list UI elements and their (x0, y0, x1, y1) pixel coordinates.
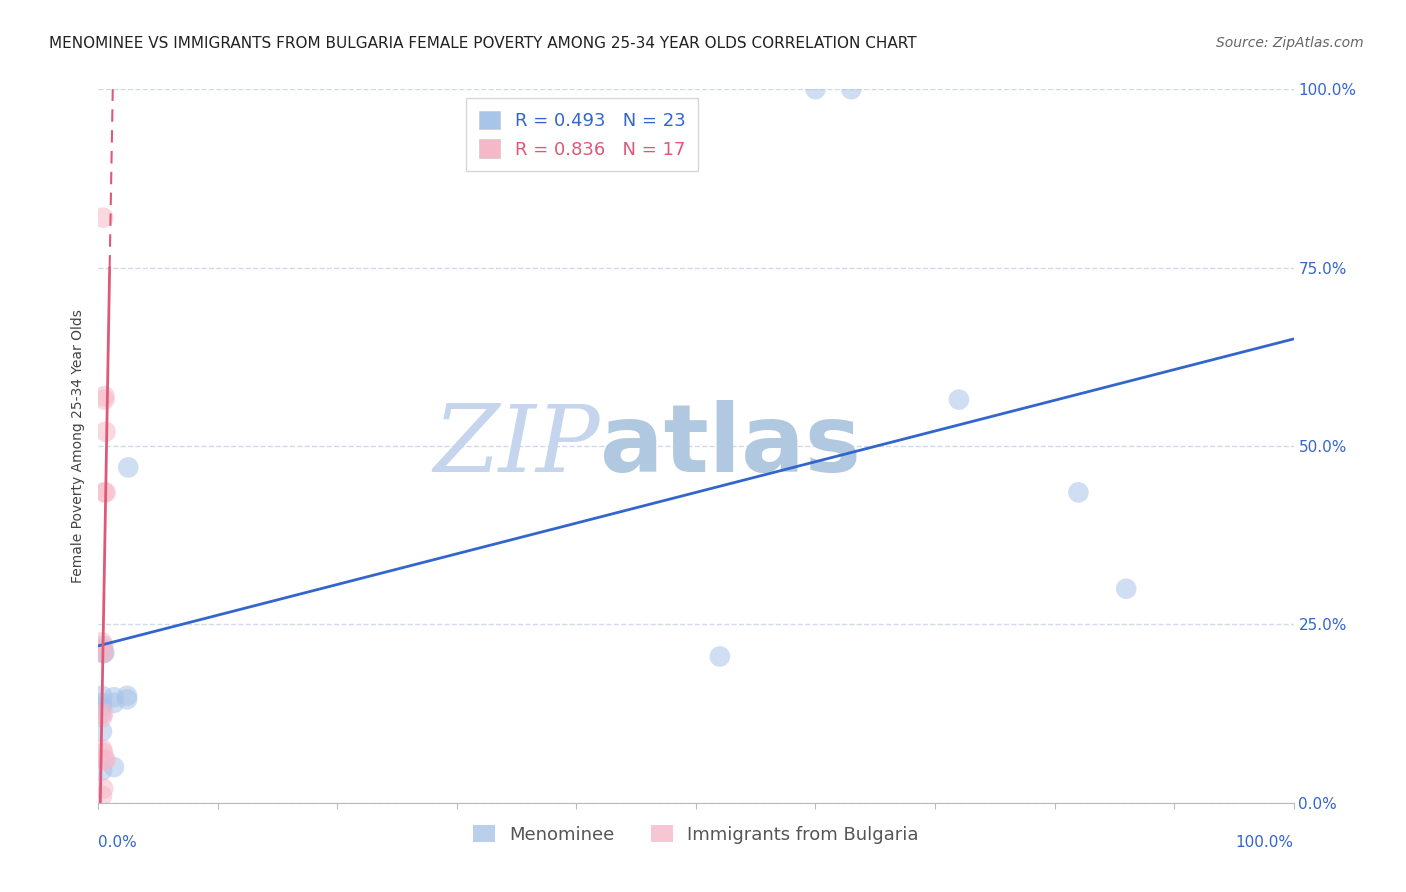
Text: 100.0%: 100.0% (1236, 835, 1294, 850)
Point (103, 760, 125, 774)
Point (91, 642, 114, 657)
Point (91, 699, 114, 714)
Point (94, 425, 117, 439)
Point (103, 690, 125, 705)
Text: MENOMINEE VS IMMIGRANTS FROM BULGARIA FEMALE POVERTY AMONG 25-34 YEAR OLDS CORRE: MENOMINEE VS IMMIGRANTS FROM BULGARIA FE… (49, 36, 917, 51)
Point (115, 692, 138, 706)
Point (91, 696, 114, 710)
Point (91, 642, 114, 657)
Text: atlas: atlas (600, 400, 862, 492)
Point (1115, 582, 1137, 596)
Point (91, 646, 114, 660)
Point (804, 82, 827, 96)
Point (94, 753, 117, 767)
Text: ZIP: ZIP (433, 401, 600, 491)
Legend: Menominee, Immigrants from Bulgaria: Menominee, Immigrants from Bulgaria (467, 818, 925, 851)
Point (91, 746, 114, 760)
Point (117, 460, 139, 475)
Point (91, 789, 114, 803)
Point (94, 485, 117, 500)
Point (91, 706, 114, 721)
Text: 0.0%: 0.0% (98, 835, 138, 850)
Y-axis label: Female Poverty Among 25-34 Year Olds: Female Poverty Among 25-34 Year Olds (70, 309, 84, 583)
Point (1067, 485, 1090, 500)
Point (90, 706, 112, 721)
Point (91, 710, 114, 724)
Point (93, 389, 115, 403)
Point (841, 82, 863, 96)
Point (91, 639, 114, 653)
Point (709, 649, 731, 664)
Point (91, 635, 114, 649)
Point (103, 696, 125, 710)
Point (948, 392, 970, 407)
Point (91, 211, 114, 225)
Point (93, 753, 115, 767)
Point (91, 742, 114, 756)
Point (91, 689, 114, 703)
Point (93, 392, 115, 407)
Point (93, 646, 115, 660)
Point (91, 646, 114, 660)
Text: Source: ZipAtlas.com: Source: ZipAtlas.com (1216, 36, 1364, 50)
Point (91, 642, 114, 657)
Point (91, 764, 114, 778)
Point (93, 485, 115, 500)
Point (115, 689, 138, 703)
Point (91, 724, 114, 739)
Point (91, 781, 114, 796)
